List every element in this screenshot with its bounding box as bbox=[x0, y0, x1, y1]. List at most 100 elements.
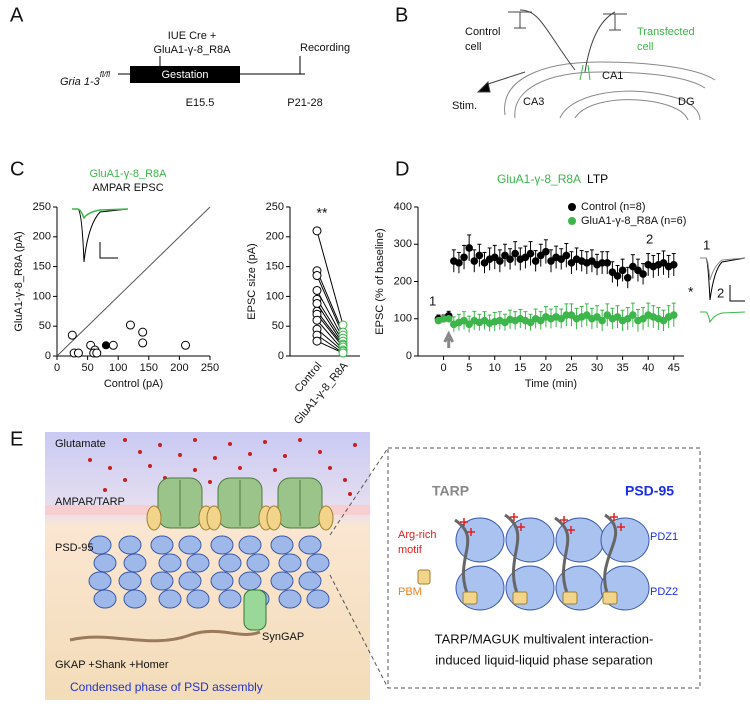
x-tick-label: 0 bbox=[54, 362, 60, 374]
inset-label: * bbox=[688, 284, 694, 300]
genotype-text: Gria 1-3 bbox=[60, 76, 101, 88]
glutamate-dot bbox=[318, 450, 322, 454]
chart-title: LTP bbox=[587, 172, 608, 186]
chart-subtitle: AMPAR EPSC bbox=[92, 182, 163, 194]
gestation-bar bbox=[130, 66, 240, 83]
x-tick-label: 100 bbox=[109, 362, 127, 374]
tarp-tail bbox=[554, 516, 572, 601]
arg-label: Arg-rich bbox=[398, 529, 437, 541]
timeline bbox=[118, 56, 305, 83]
point bbox=[444, 314, 453, 323]
syngap bbox=[243, 589, 267, 631]
x-axis-label: Time (min) bbox=[525, 378, 577, 390]
pdz-domain bbox=[298, 571, 322, 591]
panel-label: E bbox=[10, 428, 23, 450]
pdz-domain bbox=[93, 589, 117, 609]
scaffold-label: GKAP +Shank +Homer bbox=[55, 659, 169, 671]
region-label: DG bbox=[678, 96, 695, 108]
control-cell-label: cell bbox=[465, 41, 482, 53]
recording-label: Recording bbox=[300, 42, 350, 54]
region-label: CA1 bbox=[602, 70, 623, 82]
y-tick-label: 300 bbox=[394, 238, 412, 250]
point bbox=[455, 259, 463, 267]
tarp-label: TARP bbox=[432, 483, 469, 499]
pdz-domain bbox=[178, 571, 202, 591]
stim-arrow bbox=[443, 330, 455, 348]
glutamate-dot bbox=[283, 454, 287, 458]
x-tick-label: 150 bbox=[140, 362, 158, 374]
point bbox=[73, 348, 83, 358]
chart-title: GluA1-γ-8_R8A bbox=[89, 168, 167, 180]
point bbox=[108, 340, 118, 350]
y-tick-label: 200 bbox=[266, 231, 284, 243]
electrode-head bbox=[508, 11, 532, 29]
pbm bbox=[512, 591, 528, 605]
glutamate-dot bbox=[238, 466, 242, 470]
y-tick-label: 150 bbox=[266, 261, 284, 273]
point bbox=[312, 271, 322, 281]
x-tick-label: 5 bbox=[466, 362, 472, 374]
point bbox=[598, 316, 606, 325]
tarp bbox=[318, 505, 334, 531]
transfected-label: Transfected bbox=[637, 26, 695, 38]
pdz-domain bbox=[158, 589, 182, 609]
pair-line bbox=[316, 270, 344, 333]
inset-label: 1 bbox=[703, 237, 710, 252]
y-tick-label: 0 bbox=[45, 350, 51, 362]
point bbox=[312, 315, 322, 325]
glutamate-dot bbox=[88, 458, 92, 462]
x-axis-label: Control (pA) bbox=[104, 378, 163, 390]
glutamate-dot bbox=[148, 464, 152, 468]
stim-tip bbox=[476, 80, 491, 93]
tarp bbox=[206, 505, 222, 531]
arg-motif bbox=[610, 513, 625, 531]
glutamate-label: Glutamate bbox=[55, 438, 106, 450]
point bbox=[460, 253, 468, 262]
point bbox=[613, 272, 622, 280]
point bbox=[542, 247, 550, 256]
glutamate-dot bbox=[123, 438, 127, 442]
point bbox=[506, 255, 514, 263]
pdz-domain bbox=[238, 535, 262, 555]
glutamate-dot bbox=[328, 466, 332, 470]
stim-electrode bbox=[484, 71, 526, 86]
pdz-domain bbox=[178, 535, 202, 555]
zoom-box bbox=[387, 447, 701, 689]
y-tick-label: 250 bbox=[266, 201, 284, 213]
pbm-label: PBM bbox=[398, 586, 422, 598]
ca-curve bbox=[514, 71, 706, 119]
injection-label: IUE Cre + bbox=[168, 30, 217, 42]
point bbox=[669, 260, 678, 269]
pdz-domain bbox=[210, 535, 234, 555]
arg-motif bbox=[560, 516, 575, 534]
tarp-tail bbox=[504, 513, 522, 601]
timepoint: E15.5 bbox=[186, 97, 215, 109]
control-cell-label: Control bbox=[465, 26, 500, 38]
point bbox=[312, 299, 322, 309]
point bbox=[338, 348, 348, 358]
legend-label: GluA1-γ-8_R8A (n=6) bbox=[581, 215, 686, 227]
injection-label: GluA1-γ-8_R8A bbox=[153, 44, 231, 56]
dg-curve bbox=[559, 90, 701, 121]
significance: ** bbox=[317, 205, 328, 221]
panel-label: C bbox=[10, 158, 24, 180]
point bbox=[639, 270, 647, 278]
mean-point bbox=[101, 341, 110, 350]
electrode bbox=[584, 11, 616, 73]
x-tick-label: 50 bbox=[81, 362, 93, 374]
pbm bbox=[602, 591, 618, 605]
glutamate-dot bbox=[178, 453, 182, 457]
condensate-schematic bbox=[417, 513, 650, 611]
pdz-domain bbox=[306, 553, 330, 573]
condensate-caption: TARP/MAGUK multivalent interaction- bbox=[435, 631, 654, 646]
glutamate-dot bbox=[353, 443, 357, 447]
pdz-domain bbox=[123, 553, 147, 573]
pbm bbox=[562, 591, 578, 605]
scale-bar bbox=[729, 285, 745, 302]
x-tick-label: 40 bbox=[642, 362, 654, 374]
arg-motif bbox=[460, 518, 475, 536]
pdz-domain bbox=[150, 571, 174, 591]
arg-label: motif bbox=[398, 544, 423, 556]
caption: Condensed phase of PSD assembly bbox=[70, 680, 263, 694]
